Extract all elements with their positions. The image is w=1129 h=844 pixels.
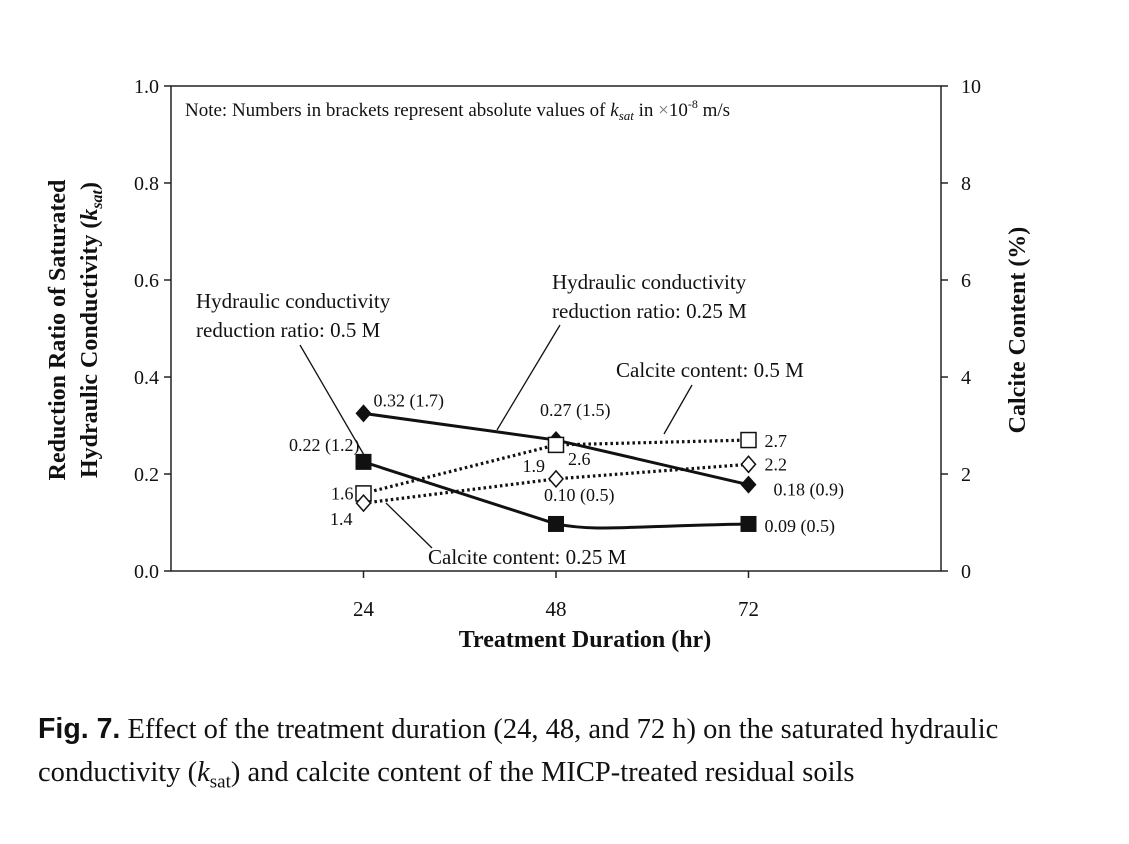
leader-hc05 [299, 344, 365, 456]
y-right-tick-label: 4 [961, 367, 971, 389]
annotation-hc05-line2: reduction ratio: 0.5 M [196, 318, 381, 342]
y-right-tick-label: 8 [961, 173, 971, 195]
annotation-hc025-line2: reduction ratio: 0.25 M [552, 299, 747, 323]
figure-label: Fig. 7. [38, 713, 121, 745]
annotation-cc05: Calcite content: 0.5 M [616, 358, 804, 382]
y-left-tick-label: 0.8 [134, 173, 159, 195]
data-label-cc05: 2.6 [568, 449, 591, 469]
data-label-hc05: 0.09 (0.5) [765, 516, 836, 537]
data-label-hc025: 0.32 (1.7) [374, 390, 445, 411]
y-right-tick-label: 6 [961, 270, 971, 292]
x-tick-label: 24 [353, 597, 375, 621]
y-left-tick-label: 1.0 [134, 76, 159, 98]
leader-cc025 [385, 502, 433, 549]
marker-cc05 [740, 431, 757, 449]
x-tick-label: 72 [738, 597, 759, 621]
data-label-hc025: 0.27 (1.5) [540, 400, 611, 421]
x-tick-label: 48 [546, 597, 567, 621]
data-label-cc025: 1.4 [330, 509, 353, 529]
y-axis-right-title: Calcite Content (%) [1005, 227, 1031, 434]
y-right-tick-label: 0 [961, 561, 971, 583]
marker-cc025 [355, 493, 372, 513]
y-left-tick-label: 0.4 [134, 367, 159, 389]
data-label-hc05: 0.10 (0.5) [544, 485, 615, 506]
y-right-tick-label: 10 [961, 76, 981, 98]
annotation-cc025: Calcite content: 0.25 M [428, 545, 627, 569]
data-label-hc025: 0.18 (0.9) [774, 480, 845, 501]
data-label-cc025: 2.2 [765, 454, 788, 474]
marker-cc05 [547, 436, 565, 454]
marker-hc05 [355, 453, 372, 470]
y-right-tick-label: 2 [961, 464, 971, 486]
marker-hc025 [740, 475, 757, 494]
marker-hc05 [548, 515, 564, 532]
marker-hc05 [740, 515, 757, 532]
x-axis-title: Treatment Duration (hr) [459, 627, 711, 653]
y-axis-left-title-line1: Reduction Ratio of Saturated [45, 179, 71, 480]
marker-cc025 [548, 469, 564, 488]
figure-caption: Fig. 7. Effect of the treatment duration… [38, 713, 999, 793]
marker-hc025 [355, 404, 372, 423]
leader-cc05 [663, 384, 693, 435]
chart-note: Note: Numbers in brackets represent abso… [185, 97, 730, 123]
annotation-hc05-line1: Hydraulic conductivity [196, 289, 391, 313]
data-label-cc025: 1.9 [523, 456, 546, 476]
data-label-cc05: 1.6 [331, 483, 354, 503]
y-left-tick-label: 0.2 [134, 464, 159, 486]
y-axis-left-title-line2: Hydraulic Conductivity (ksat) [77, 182, 106, 478]
annotation-hc025-line1: Hydraulic conductivity [552, 270, 747, 294]
y-left-tick-label: 0.0 [134, 561, 159, 583]
chart-series-layer: 0.32 (1.7) 0.27 (1.5) 0.18 (0.9) 0.22 (1.2)… [289, 390, 844, 537]
marker-cc025 [740, 455, 757, 474]
data-label-hc05: 0.22 (1.2) [289, 435, 360, 456]
y-left-tick-label: 0.6 [134, 270, 159, 292]
data-label-cc05: 2.7 [765, 431, 788, 451]
leader-hc025 [496, 324, 561, 431]
